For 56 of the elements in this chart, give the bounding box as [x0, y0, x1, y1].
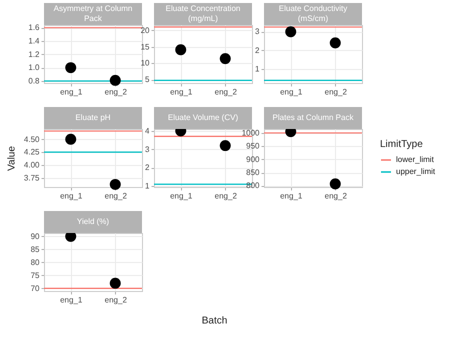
y-tick-label: 70	[30, 284, 40, 293]
legend-title: LimitType	[380, 139, 424, 150]
y-tick-label: 3	[255, 27, 260, 36]
y-tick-label: 1.0	[28, 63, 40, 72]
x-tick-label: eng_2	[324, 88, 348, 96]
y-tick-label: 4.25	[24, 148, 40, 157]
x-tick-label: eng_2	[324, 192, 348, 200]
y-tick-label: 90	[30, 232, 40, 241]
y-tick-label: 3	[145, 144, 150, 154]
chart-title: Yield (%)	[44, 211, 142, 233]
x-axis-title: Batch	[202, 316, 228, 326]
y-tick-label: 800	[246, 181, 260, 190]
y-tick-label: 850	[246, 168, 260, 177]
x-tick-label: eng_2	[104, 88, 128, 96]
chart-title: Eluate Concentration (mg/mL)	[154, 3, 252, 25]
y-tick-label: 5	[145, 75, 150, 84]
x-tick-label: eng_2	[214, 88, 238, 96]
x-tick-label: eng_2	[104, 192, 128, 200]
x-tick-label: eng_1	[280, 88, 303, 96]
y-tick-label: 950	[246, 142, 260, 151]
chart-title: Asymmetry at Column Pack	[44, 3, 142, 25]
x-tick-label: eng_2	[214, 192, 238, 200]
chart-title: Eluate Volume (CV)	[154, 107, 252, 129]
legend-label: lower_limit	[396, 155, 435, 164]
x-tick-label: eng_2	[104, 296, 128, 304]
y-tick-label: 900	[246, 154, 260, 164]
chart-title: Eluate Conductivity (mS/cm)	[264, 3, 362, 25]
chart-title: Plates at Column Pack	[264, 107, 362, 129]
y-tick-label: 0.8	[28, 76, 40, 86]
y-tick-label: 2	[145, 163, 150, 172]
x-tick-label: eng_1	[60, 88, 83, 96]
y-tick-label: 4.50	[24, 134, 40, 144]
y-tick-label: 1.4	[28, 36, 40, 46]
y-tick-label: 1	[145, 182, 150, 191]
y-tick-label: 3.75	[24, 173, 40, 182]
x-tick-label: eng_1	[60, 296, 83, 304]
x-tick-label: eng_1	[60, 192, 83, 200]
legend-label: upper_limit	[396, 167, 436, 176]
y-tick-label: 20	[140, 26, 150, 35]
y-tick-label: 10	[140, 58, 150, 68]
y-tick-label: 1.6	[28, 23, 40, 32]
y-tick-label: 4.00	[24, 160, 40, 170]
chart-title: Eluate pH	[44, 107, 142, 129]
y-tick-label: 85	[30, 244, 40, 254]
y-tick-label: 2	[255, 46, 260, 55]
y-tick-label: 4	[145, 126, 150, 136]
x-tick-label: eng_1	[170, 192, 193, 200]
y-tick-label: 1	[255, 64, 260, 74]
x-tick-label: eng_1	[280, 192, 303, 200]
y-axis-title: Value	[6, 146, 18, 171]
y-tick-label: 15	[140, 42, 150, 52]
y-tick-label: 75	[30, 270, 40, 280]
y-tick-label: 80	[30, 258, 40, 267]
y-tick-label: 1000	[242, 128, 260, 138]
x-tick-label: eng_1	[170, 88, 193, 96]
y-tick-label: 1.2	[28, 50, 40, 59]
